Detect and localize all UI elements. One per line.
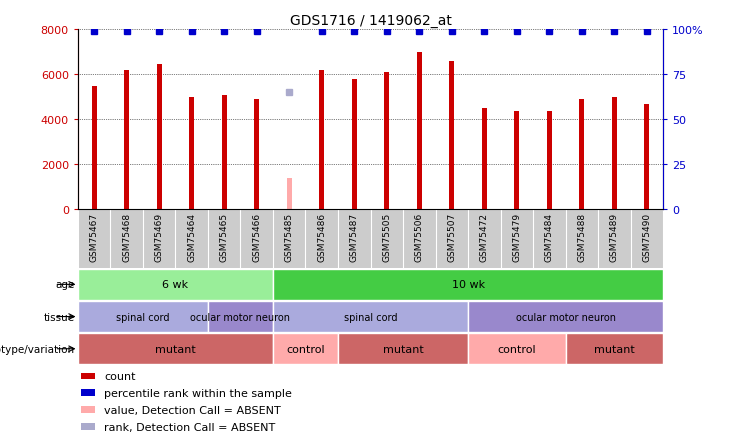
Bar	[338, 333, 468, 365]
Bar	[189, 98, 194, 210]
Text: GSM75466: GSM75466	[252, 213, 261, 262]
Text: spinal cord: spinal cord	[344, 312, 397, 322]
Bar	[156, 65, 162, 210]
Bar	[273, 333, 338, 365]
Bar	[645, 104, 649, 210]
Text: mutant: mutant	[382, 344, 423, 354]
Bar	[449, 62, 454, 210]
Title: GDS1716 / 1419062_at: GDS1716 / 1419062_at	[290, 14, 451, 28]
Text: GSM75467: GSM75467	[90, 213, 99, 262]
Bar	[482, 109, 487, 210]
Bar	[81, 406, 96, 413]
Text: GSM75472: GSM75472	[480, 213, 489, 261]
Bar	[514, 112, 519, 210]
Bar	[92, 86, 96, 210]
Text: spinal cord: spinal cord	[116, 312, 170, 322]
Bar	[468, 301, 663, 332]
Text: GSM75488: GSM75488	[577, 213, 586, 262]
Bar	[78, 333, 273, 365]
Text: control: control	[286, 344, 325, 354]
Text: value, Detection Call = ABSENT: value, Detection Call = ABSENT	[104, 405, 281, 415]
Text: GSM75469: GSM75469	[155, 213, 164, 262]
Text: GSM75506: GSM75506	[415, 213, 424, 262]
Bar	[468, 333, 565, 365]
Text: GSM75484: GSM75484	[545, 213, 554, 261]
Bar	[81, 373, 96, 379]
Text: GSM75487: GSM75487	[350, 213, 359, 262]
Bar	[81, 390, 96, 396]
Bar	[124, 71, 129, 210]
Bar	[547, 112, 552, 210]
Bar	[222, 95, 227, 210]
Text: GSM75507: GSM75507	[448, 213, 456, 262]
Bar	[612, 98, 617, 210]
Text: ocular motor neuron: ocular motor neuron	[190, 312, 290, 322]
Text: GSM75490: GSM75490	[642, 213, 651, 262]
Bar	[78, 301, 208, 332]
Text: GSM75485: GSM75485	[285, 213, 293, 262]
Text: GSM75468: GSM75468	[122, 213, 131, 262]
Bar	[254, 100, 259, 210]
Bar	[273, 301, 468, 332]
Text: ocular motor neuron: ocular motor neuron	[516, 312, 616, 322]
Bar	[417, 53, 422, 210]
Text: tissue: tissue	[44, 312, 75, 322]
Text: age: age	[56, 280, 75, 289]
Text: 6 wk: 6 wk	[162, 280, 188, 289]
Text: mutant: mutant	[155, 344, 196, 354]
Text: mutant: mutant	[594, 344, 635, 354]
Text: rank, Detection Call = ABSENT: rank, Detection Call = ABSENT	[104, 421, 276, 431]
Text: genotype/variation: genotype/variation	[0, 344, 75, 354]
Text: 10 wk: 10 wk	[451, 280, 485, 289]
Bar	[352, 80, 356, 210]
Bar	[208, 301, 273, 332]
Bar	[273, 269, 663, 300]
Text: GSM75464: GSM75464	[187, 213, 196, 261]
Text: GSM75465: GSM75465	[219, 213, 229, 262]
Bar	[287, 178, 292, 210]
Bar	[579, 100, 585, 210]
Text: GSM75479: GSM75479	[512, 213, 522, 262]
Bar	[565, 333, 663, 365]
Text: percentile rank within the sample: percentile rank within the sample	[104, 388, 292, 398]
Bar	[81, 423, 96, 430]
Text: control: control	[497, 344, 536, 354]
Text: GSM75505: GSM75505	[382, 213, 391, 262]
Bar	[78, 269, 273, 300]
Bar	[319, 71, 324, 210]
Text: GSM75489: GSM75489	[610, 213, 619, 262]
Text: GSM75486: GSM75486	[317, 213, 326, 262]
Text: count: count	[104, 371, 136, 381]
Bar	[385, 73, 389, 210]
